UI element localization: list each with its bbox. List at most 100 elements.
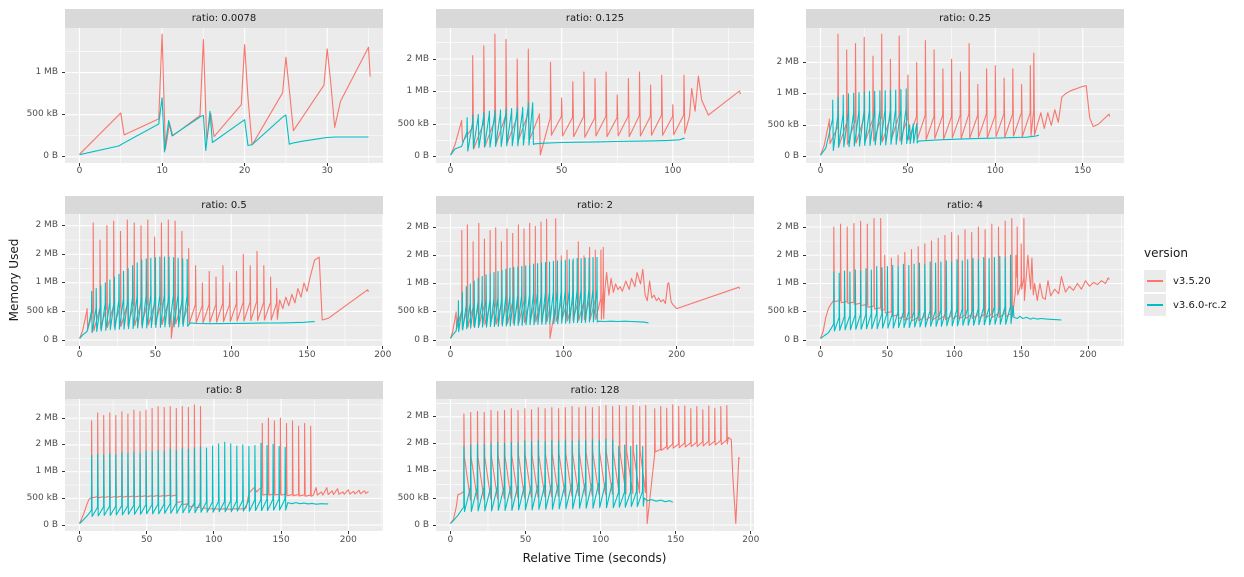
y-tick-mark <box>62 253 65 255</box>
x-tick-mark <box>563 346 565 349</box>
y-tick-mark <box>62 156 65 158</box>
y-tick-mark <box>433 416 436 418</box>
x-tick-label: 100 <box>945 350 963 360</box>
x-tick-mark <box>280 531 282 534</box>
x-tick-label: 0 <box>447 166 454 176</box>
x-tick-mark <box>676 346 678 349</box>
x-tick-label: 50 <box>881 350 894 360</box>
x-tick-label: 0 <box>447 535 454 545</box>
y-tick-mark <box>62 524 65 526</box>
x-tick-mark <box>347 531 349 534</box>
y-tick-label: 0 B <box>43 519 58 530</box>
series-line-v3.6.0-rc.2 <box>820 254 1062 340</box>
x-tick-mark <box>672 163 674 166</box>
facet-panel <box>436 28 754 163</box>
y-tick-label: 500 kB <box>26 305 58 316</box>
x-tick-mark <box>146 531 148 534</box>
y-tick-label: 2 MB <box>35 220 58 231</box>
x-tick-label: 30 <box>321 166 333 176</box>
y-tick-mark <box>433 311 436 313</box>
x-tick-label: 0 <box>76 535 83 545</box>
y-tick-mark <box>803 124 806 126</box>
x-tick-mark <box>600 531 602 534</box>
x-tick-mark <box>213 531 215 534</box>
legend-items: v3.5.20 v3.6.0-rc.2 <box>1144 270 1227 316</box>
x-tick-label: 200 <box>668 350 686 360</box>
y-tick-mark <box>433 283 436 285</box>
x-tick-mark <box>449 531 451 534</box>
y-tick-label: 2 MB <box>406 222 429 233</box>
y-tick-label: 500 kB <box>397 306 429 317</box>
x-tick-mark <box>450 346 451 349</box>
y-tick-label: 0 B <box>414 334 429 345</box>
y-tick-mark <box>433 443 436 445</box>
y-tick-label: 1 MB <box>776 88 799 99</box>
x-tick-label: 200 <box>374 350 392 360</box>
facet-strip-label: ratio: 0.125 <box>565 13 625 24</box>
x-tick-label: 50 <box>555 166 568 176</box>
x-tick-label: 150 <box>1012 350 1030 360</box>
y-tick-label: 0 B <box>43 334 58 345</box>
y-tick-label: 0 B <box>43 151 58 162</box>
y-tick-label: 1 MB <box>35 466 58 477</box>
x-axis-title: Relative Time (seconds) <box>522 551 667 565</box>
legend-entry-label: v3.5.20 <box>1173 275 1211 287</box>
y-tick-mark <box>803 254 806 256</box>
x-tick-mark <box>561 163 563 166</box>
y-tick-mark <box>803 156 806 158</box>
y-tick-label: 2 MB <box>776 221 799 232</box>
y-tick-label: 2 MB <box>776 249 799 260</box>
y-tick-label: 2 MB <box>406 53 429 64</box>
facet-strip-label: ratio: 4 <box>947 200 983 211</box>
y-tick-label: 500 kB <box>26 492 58 503</box>
y-tick-mark <box>803 62 806 63</box>
y-tick-label: 0 B <box>414 151 429 162</box>
x-tick-label: 50 <box>149 350 162 360</box>
y-tick-label: 1 MB <box>406 278 429 289</box>
facet-strip: ratio: 8 <box>65 381 383 400</box>
y-tick-mark <box>62 72 65 73</box>
facet-strip-label: ratio: 128 <box>570 385 620 396</box>
x-tick-label: 100 <box>664 166 682 176</box>
y-tick-label: 2 MB <box>35 439 58 450</box>
y-tick-mark <box>433 497 436 499</box>
x-tick-label: 100 <box>205 535 223 545</box>
facet-panel <box>65 28 383 163</box>
y-tick-mark <box>433 524 436 526</box>
x-tick-mark <box>750 531 752 534</box>
x-tick-mark <box>382 346 384 349</box>
x-tick-mark <box>161 163 163 166</box>
x-tick-mark <box>230 346 232 349</box>
x-tick-mark <box>820 346 821 349</box>
facet-strip: ratio: 4 <box>806 196 1124 215</box>
y-tick-mark <box>433 156 436 158</box>
series-line-v3.6.0-rc.2 <box>79 441 329 525</box>
x-tick-label: 10 <box>156 166 168 176</box>
x-tick-label: 50 <box>519 535 532 545</box>
facet-strip: ratio: 128 <box>436 381 754 400</box>
x-tick-mark <box>326 163 328 166</box>
y-tick-label: 1 MB <box>406 465 429 476</box>
x-tick-label: 50 <box>140 535 153 545</box>
y-tick-mark <box>433 339 436 341</box>
x-tick-label: 20 <box>238 166 251 176</box>
series-line-v3.5.20 <box>79 33 371 155</box>
x-tick-label: 200 <box>1079 350 1097 360</box>
x-tick-label: 150 <box>272 535 290 545</box>
x-tick-mark <box>675 531 677 534</box>
x-tick-mark <box>1082 163 1084 166</box>
y-tick-label: 500 kB <box>767 306 799 317</box>
legend-key-line-icon <box>1147 304 1163 306</box>
series-line-v3.6.0-rc.2 <box>450 256 649 339</box>
x-tick-mark <box>994 163 996 166</box>
facet-strip-label: ratio: 0.5 <box>201 200 247 211</box>
y-tick-mark <box>62 417 65 419</box>
y-tick-label: 1 MB <box>35 277 58 288</box>
x-tick-label: 150 <box>298 350 316 360</box>
series-line-v3.6.0-rc.2 <box>820 88 1040 156</box>
facet-strip-label: ratio: 0.0078 <box>191 13 257 24</box>
x-tick-label: 200 <box>339 535 357 545</box>
x-tick-mark <box>953 346 955 349</box>
y-tick-mark <box>62 114 65 116</box>
